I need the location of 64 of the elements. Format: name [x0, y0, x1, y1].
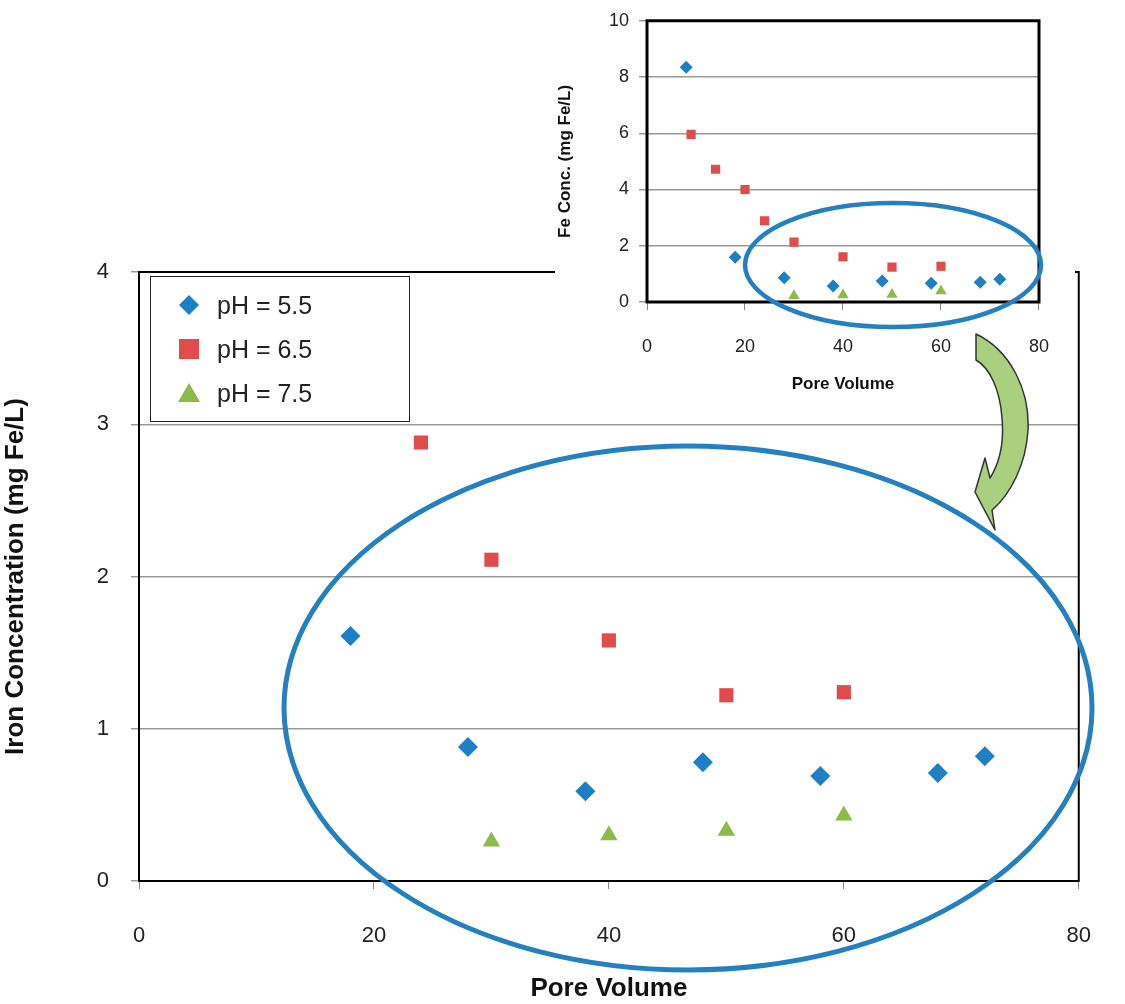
legend-label: pH = 5.5: [217, 290, 313, 320]
y-tick-label: 4: [618, 178, 629, 199]
point: [837, 288, 849, 299]
point: [875, 274, 889, 288]
point: [600, 825, 618, 841]
point: [692, 752, 713, 773]
point: [777, 271, 791, 285]
point: [924, 276, 938, 290]
y-tick-label: 10: [608, 9, 629, 30]
x-tick-label: 80: [1028, 335, 1049, 356]
point: [413, 435, 428, 450]
x-axis-title: Pore Volume: [791, 374, 895, 394]
point: [788, 289, 800, 300]
point: [575, 781, 596, 802]
x-axis-title: Pore Volume: [530, 971, 688, 1002]
y-axis-title: Iron Concentration (mg Fe/L): [0, 398, 29, 755]
point: [826, 279, 840, 293]
point: [679, 60, 693, 74]
y-tick-label: 8: [618, 66, 629, 87]
x-tick-label: 0: [132, 922, 146, 948]
point: [935, 284, 947, 295]
point: [457, 737, 478, 758]
y-tick-label: 0: [96, 867, 109, 893]
y-tick-label: 2: [618, 234, 629, 255]
point: [340, 625, 361, 646]
point: [789, 237, 799, 247]
point: [719, 688, 734, 703]
x-tick-label: 40: [596, 922, 622, 948]
x-tick-label: 20: [734, 335, 756, 356]
point: [927, 762, 948, 783]
point: [936, 261, 946, 271]
x-tick-label: 60: [930, 335, 952, 356]
point: [717, 820, 736, 836]
point: [887, 262, 897, 272]
point: [836, 685, 851, 700]
point: [974, 746, 995, 767]
y-tick-label: 2: [96, 562, 109, 588]
legend-label: pH = 7.5: [217, 378, 313, 408]
point: [760, 216, 770, 226]
legend-label: pH = 6.5: [217, 334, 313, 364]
x-tick-label: 40: [832, 335, 854, 356]
x-tick-label: 80: [1066, 922, 1092, 948]
y-tick-label: 1: [96, 714, 109, 740]
point: [993, 272, 1007, 286]
point: [973, 275, 987, 289]
point: [886, 287, 898, 298]
point: [601, 633, 616, 648]
point: [728, 250, 742, 264]
y-axis-title: Fe Conc. (mg Fe/L): [554, 84, 574, 238]
x-tick-label: 0: [641, 335, 653, 356]
point: [740, 184, 750, 195]
point: [838, 252, 848, 262]
y-tick-label: 0: [618, 290, 629, 311]
point: [711, 164, 721, 174]
y-tick-label: 4: [96, 258, 109, 284]
y-tick-label: 6: [618, 122, 629, 143]
point: [482, 831, 501, 847]
y-tick-label: 3: [96, 410, 109, 436]
point: [810, 765, 831, 786]
point: [484, 552, 499, 567]
point: [835, 805, 853, 821]
x-tick-label: 20: [361, 922, 387, 948]
point: [686, 129, 696, 139]
x-tick-label: 60: [831, 922, 857, 948]
